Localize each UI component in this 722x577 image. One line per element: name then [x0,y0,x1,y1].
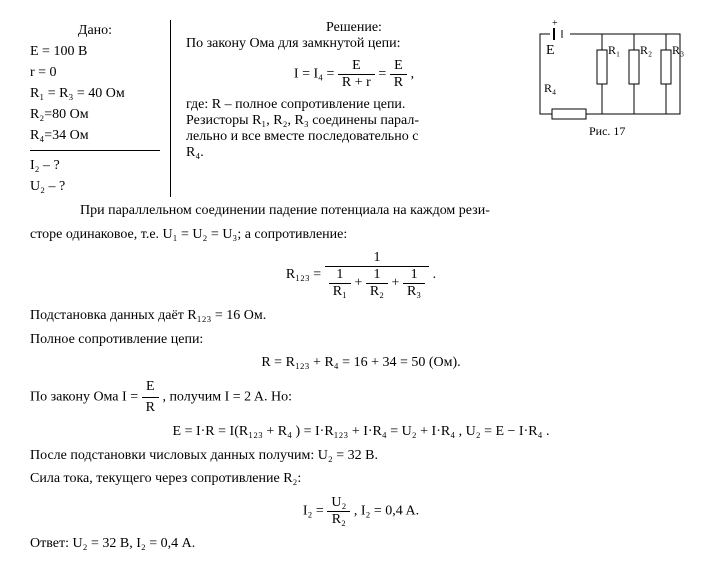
numerator: 1 [325,250,429,267]
find-line: U₂ – ? [30,176,160,197]
fraction: 1 R₁ [329,267,351,300]
formula-text: . [433,267,437,282]
body-text: При параллельном соединении падение поте… [30,201,692,221]
ohm-law-formula: I = I₄ = E R + r = E R , [186,58,522,91]
denominator: R + r [338,75,375,91]
body-text: Сила тока, текущего через сопротивление … [30,469,692,489]
numerator: 1 [366,267,388,284]
solution-text: где: R – полное сопротивление цепи. [186,97,522,113]
fraction: 1 1 R₁ + 1 R₂ + 1 R₃ [325,250,429,300]
solution-text: Резисторы R₁, R₂, R₃ соединены парал- [186,113,522,129]
body-text: Подстановка данных даёт R₁₂₃ = 16 Ом. [30,306,692,326]
numerator: U₂ [327,495,350,512]
text: , получим I = 2 A. Но: [162,390,292,405]
r123-formula: R₁₂₃ = 1 1 R₁ + 1 R₂ + 1 R₃ . [30,250,692,300]
numerator: 1 [329,267,351,284]
formula-text: = [378,67,389,82]
label-E: E [546,43,555,58]
fraction: E R + r [338,58,375,91]
denominator: R₂ [327,512,350,528]
circuit-diagram: + E R₁ R₂ R₃ R₄ Рис. 17 [532,20,687,140]
formula-text: I = I₄ = [294,67,335,82]
formula-text: , [411,67,415,82]
plus: + [354,276,365,291]
circuit-column: + E R₁ R₂ R₃ R₄ Рис. 17 [522,20,692,145]
solution-heading: Решение: [186,20,522,36]
fraction: 1 R₃ [403,267,425,300]
denominator: 1 R₁ + 1 R₂ + 1 R₃ [325,267,429,300]
label-R4: R₄ [544,81,556,95]
given-column: Дано: E = 100 В r = 0 R₁ = R₃ = 40 Ом R₂… [30,20,171,197]
given-line: R₁ = R₃ = 40 Ом [30,83,160,104]
numerator: E [338,58,375,75]
plus-icon: + [552,20,558,29]
fraction: E R [142,377,159,417]
label-R2: R₂ [640,43,652,57]
given-divider [30,150,160,151]
body-text: сторе одинаковое, т.е. U₁ = U₂ = U₃; а с… [30,225,692,245]
body-text: После подстановки числовых данных получи… [30,446,692,466]
given-line: R₄=34 Ом [30,125,160,146]
plus: + [392,276,403,291]
solution-text: По закону Ома для замкнутой цепи: [186,36,522,52]
solution-column: Решение: По закону Ома для замкнутой цеп… [171,20,522,161]
fraction: E R [390,58,407,91]
formula-text: I₂ = [303,503,327,518]
total-R-formula: R = R₁₂₃ + R₄ = 16 + 34 = 50 (Ом). [30,355,692,371]
body-text: Полное сопротивление цепи: [30,330,692,350]
denominator: R₃ [403,284,425,300]
denominator: R₁ [329,284,351,300]
E-derivation-formula: E = I·R = I(R₁₂₃ + R₄ ) = I·R₁₂₃ + I·R₄ … [30,424,692,440]
denominator: R [390,75,407,91]
formula-text: , I₂ = 0,4 A. [354,503,419,518]
solution-text: лельно и все вместе последовательно с [186,129,522,145]
given-line: E = 100 В [30,41,160,62]
solution-body: При параллельном соединении падение поте… [30,201,692,553]
label-R1: R₁ [608,43,620,57]
given-heading: Дано: [30,20,160,41]
label-R3: R₃ [672,43,684,57]
answer-text: Ответ: U₂ = 32 В, I₂ = 0,4 А. [30,534,692,554]
I2-formula: I₂ = U₂ R₂ , I₂ = 0,4 A. [30,495,692,528]
body-text: По закону Ома I = E R , получим I = 2 A.… [30,377,692,417]
text: По закону Ома I = [30,390,142,405]
circuit-caption: Рис. 17 [589,124,625,138]
denominator: R₂ [366,284,388,300]
fraction: U₂ R₂ [327,495,350,528]
denominator: R [142,398,159,418]
numerator: 1 [403,267,425,284]
top-section: Дано: E = 100 В r = 0 R₁ = R₃ = 40 Ом R₂… [30,20,692,197]
fraction: 1 R₂ [366,267,388,300]
given-line: R₂=80 Ом [30,104,160,125]
formula-text: R₁₂₃ = [286,267,325,282]
given-line: r = 0 [30,62,160,83]
find-line: I₂ – ? [30,155,160,176]
numerator: E [142,377,159,398]
solution-text: R₄. [186,145,522,161]
numerator: E [390,58,407,75]
